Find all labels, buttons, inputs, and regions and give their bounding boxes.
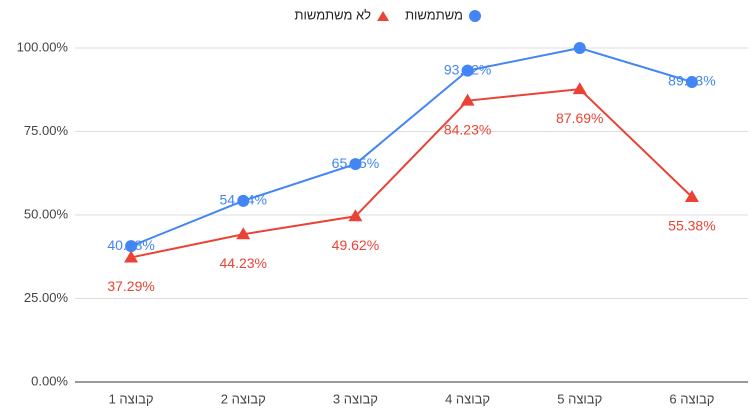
point — [573, 42, 586, 54]
point — [348, 209, 363, 222]
data-label: 93.22% — [444, 61, 491, 77]
point — [125, 240, 138, 253]
y-tick-label: 75.00% — [24, 123, 69, 138]
x-tick-label: קבוצה 3 — [333, 391, 378, 406]
y-tick-label: 25.00% — [24, 290, 69, 305]
point — [237, 194, 250, 207]
point — [236, 227, 251, 240]
legend-marker — [377, 11, 390, 21]
point — [349, 158, 362, 171]
data-label: 40.68% — [107, 237, 154, 253]
x-tick-label: קבוצה 4 — [445, 391, 490, 406]
point — [684, 190, 699, 203]
point — [572, 82, 587, 95]
point — [124, 250, 139, 263]
data-label: 89.83% — [668, 73, 715, 89]
x-tick-label: קבוצה 2 — [221, 391, 266, 406]
data-label: 84.23% — [444, 121, 491, 137]
data-label: 87.69% — [556, 110, 603, 126]
y-tick-label: 0.00% — [31, 373, 68, 388]
data-label: 65.25% — [332, 155, 379, 171]
y-tick-label: 50.00% — [24, 206, 69, 221]
x-tick-label: קבוצה 1 — [109, 391, 154, 406]
point — [460, 93, 475, 106]
data-label: 37.29% — [107, 278, 154, 294]
series-line — [130, 46, 693, 248]
data-label: 54.24% — [220, 192, 267, 208]
data-label: 55.38% — [668, 218, 715, 234]
x-tick-label: קבוצה 5 — [557, 391, 602, 406]
legend-label: לא משתמשות — [294, 7, 371, 22]
legend-label: משתמשות — [405, 7, 463, 22]
point — [685, 75, 698, 88]
point — [461, 64, 474, 77]
data-label: 44.23% — [220, 255, 267, 271]
data-label: 49.62% — [332, 237, 379, 253]
y-tick-label: 100.00% — [17, 39, 69, 54]
series-line — [130, 88, 693, 259]
x-tick-label: קבוצה 6 — [669, 391, 714, 406]
legend-marker — [469, 10, 481, 22]
